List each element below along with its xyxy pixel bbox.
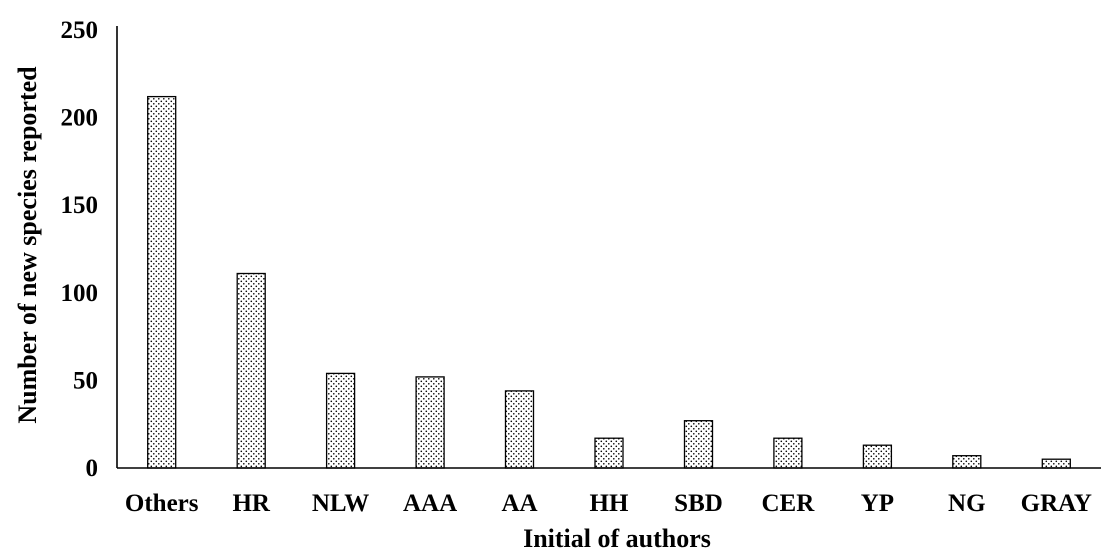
bar-yp [862, 444, 893, 469]
x-tick-label: GRAY [1021, 490, 1092, 517]
bar-aa [504, 390, 535, 469]
x-tick-label: NLW [312, 490, 369, 517]
x-tick-label: HH [590, 490, 629, 517]
x-tick-label: YP [861, 490, 894, 517]
y-tick-label: 150 [61, 192, 99, 219]
y-tick-labels: 0 50 100 150 200 250 [61, 17, 99, 482]
x-tick-label: Others [125, 490, 199, 517]
x-tick-label: CER [762, 490, 816, 517]
bar-others [147, 95, 177, 469]
bar-hh [594, 437, 624, 469]
y-axis-title: Number of new species reported [13, 66, 42, 424]
bar-cer [773, 437, 803, 469]
y-tick-label: 200 [61, 105, 99, 132]
x-axis-title: Initial of authors [523, 524, 711, 553]
x-tick-label: NG [948, 490, 986, 517]
y-tick-label: 50 [73, 367, 98, 394]
bar-hr [236, 272, 266, 469]
bar-gray [1041, 458, 1071, 469]
y-tick-label: 100 [61, 280, 99, 307]
bar-aaa [415, 376, 445, 469]
x-tick-label: AA [501, 490, 537, 517]
x-tick-label: SBD [674, 490, 723, 517]
y-tick-label: 250 [61, 17, 99, 44]
y-tick-label: 0 [86, 455, 99, 482]
x-tick-labels: Others HR NLW AAA AA HH SBD CER YP NG GRAY [125, 490, 1092, 517]
x-tick-label: AAA [403, 490, 457, 517]
bar-nlw [325, 372, 356, 469]
bars-group [147, 95, 1071, 469]
bar-ng [952, 455, 982, 469]
x-tick-label: HR [232, 490, 270, 517]
bar-sbd [683, 420, 714, 469]
axes-group [116, 26, 1101, 469]
